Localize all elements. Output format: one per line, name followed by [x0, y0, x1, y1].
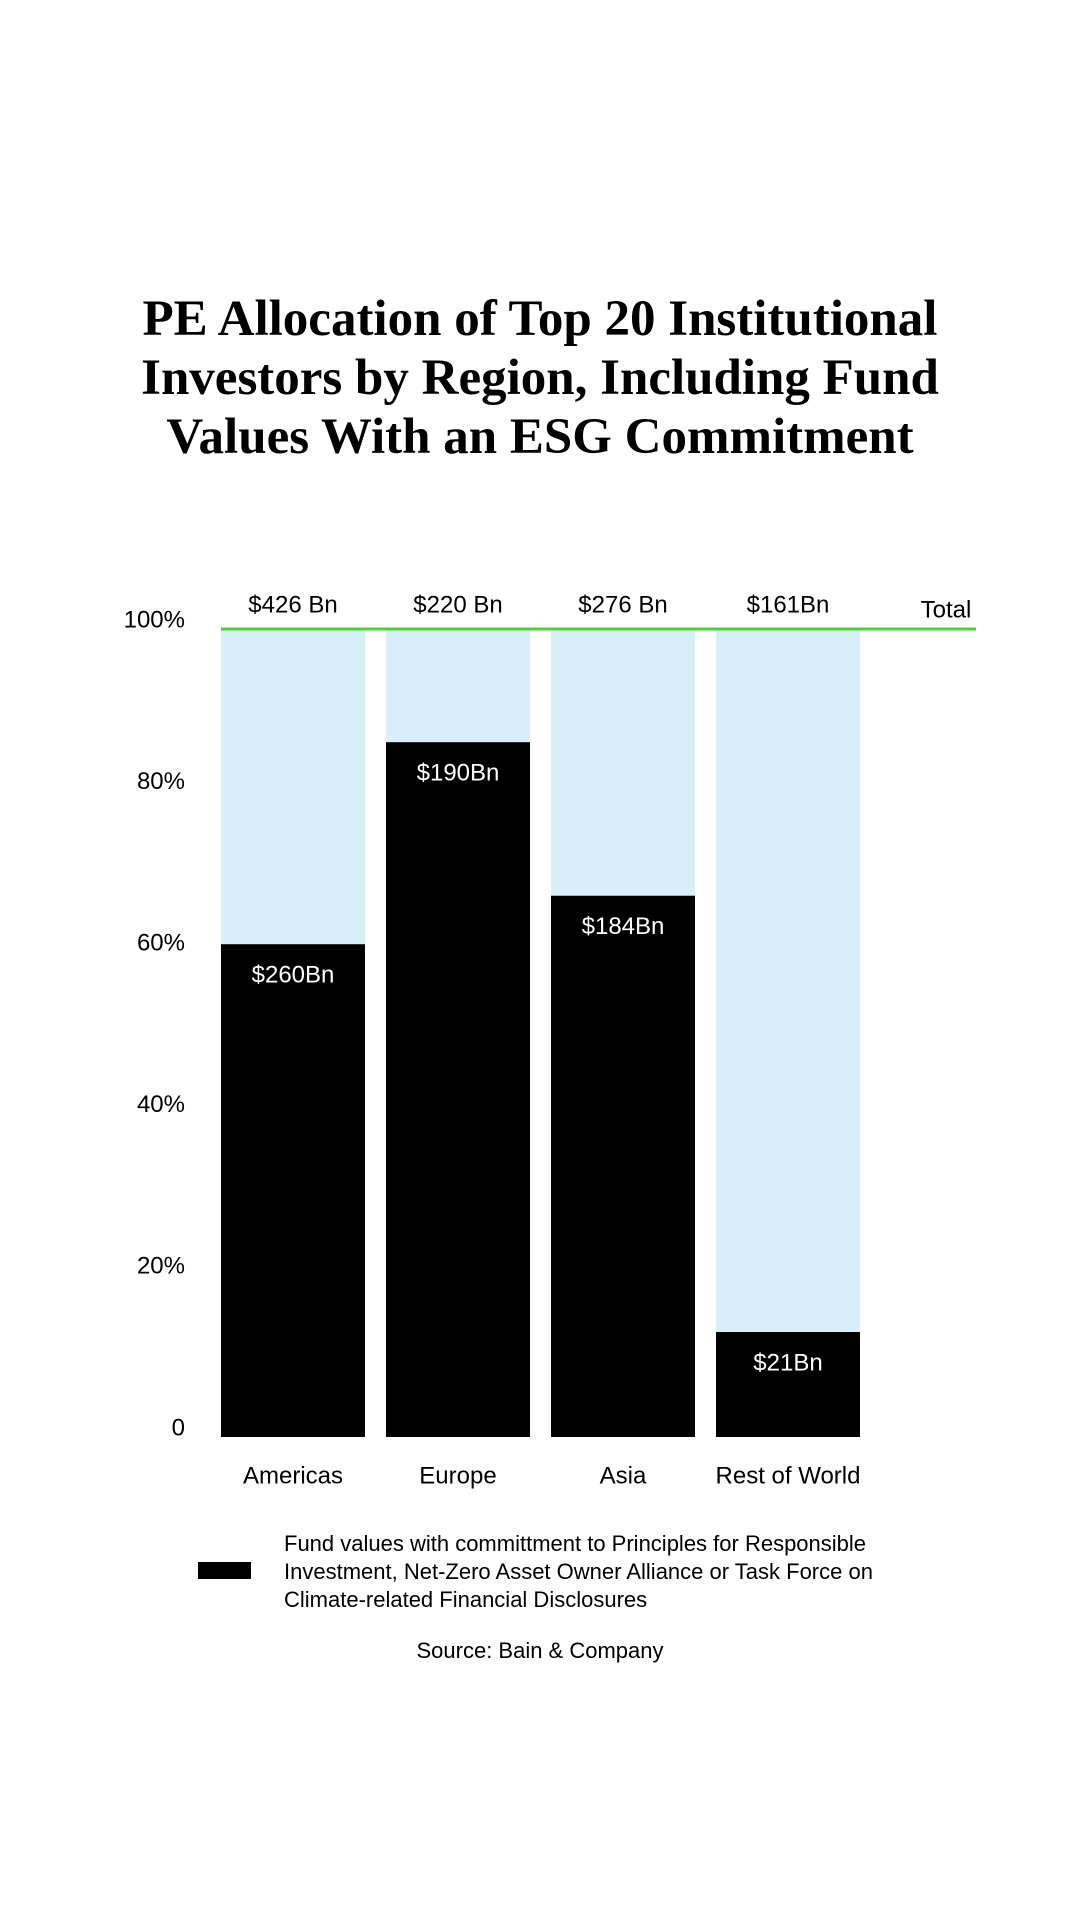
y-tick-label: 60% [137, 930, 185, 957]
bar-segment [551, 895, 695, 1437]
x-tick-label: Europe [419, 1462, 496, 1489]
total-label: $161Bn [747, 591, 830, 618]
bar-segment [221, 944, 365, 1437]
y-tick-label: 80% [137, 768, 185, 795]
data-label: $21Bn [753, 1349, 822, 1376]
bar-segment [551, 629, 695, 896]
bar-segment [716, 629, 860, 1332]
bar-segment [386, 629, 530, 743]
bar-segment [386, 742, 530, 1437]
y-tick-label: 20% [137, 1253, 185, 1280]
data-label: $184Bn [582, 913, 665, 940]
chart-title: PE Allocation of Top 20 Institutional In… [141, 291, 939, 465]
y-tick-label: 40% [137, 1091, 185, 1118]
data-label: $190Bn [417, 759, 500, 786]
total-line-label: Total [921, 596, 972, 623]
total-label: $426 Bn [248, 591, 337, 618]
bar-segment [716, 1331, 860, 1437]
legend-swatch [198, 1562, 251, 1579]
x-tick-label: Asia [600, 1462, 647, 1489]
y-tick-label: 0 [172, 1414, 185, 1441]
total-label: $276 Bn [578, 591, 667, 618]
x-tick-label: Rest of World [716, 1462, 861, 1489]
bar-segment [221, 629, 365, 945]
legend-label: Fund values with committment to Principl… [284, 1531, 873, 1612]
data-label: $260Bn [252, 961, 335, 988]
y-tick-label: 100% [124, 606, 185, 633]
total-label: $220 Bn [413, 591, 502, 618]
source-note: Source: Bain & Company [416, 1638, 664, 1663]
x-tick-label: Americas [243, 1462, 343, 1489]
